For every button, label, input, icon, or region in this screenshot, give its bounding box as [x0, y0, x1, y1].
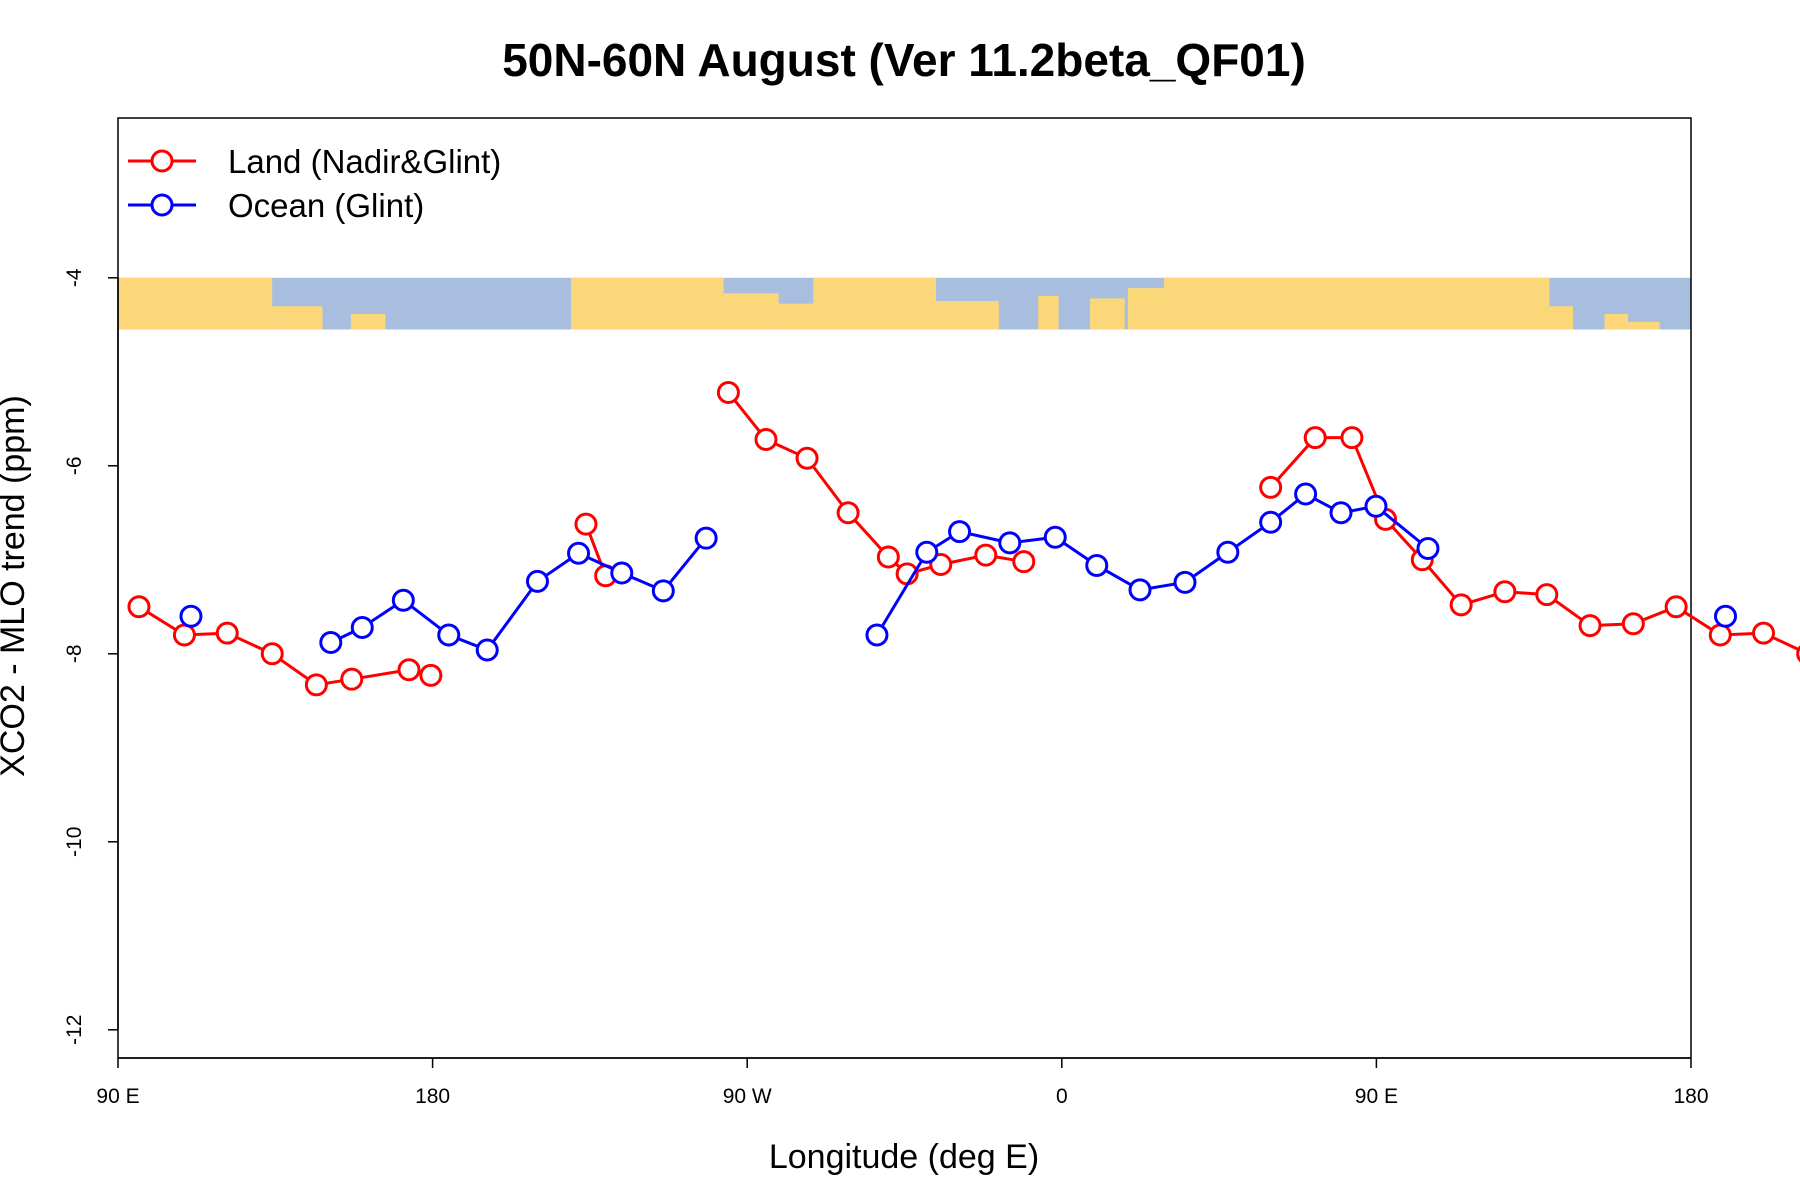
data-point	[1173, 570, 1197, 594]
data-point	[610, 561, 634, 585]
map-land-15	[1628, 321, 1660, 330]
data-point	[1329, 501, 1353, 525]
data-point	[1621, 612, 1645, 636]
data-point	[525, 569, 549, 593]
y-tick-label: -8	[63, 644, 86, 663]
y-tick-label: -6	[63, 456, 86, 475]
x-axis: 90 E 180 90 W 0 90 E 180	[96, 1057, 1709, 1108]
map-land-10	[1127, 288, 1165, 330]
data-point	[1796, 645, 1800, 663]
data-point	[397, 658, 421, 682]
data-point	[716, 380, 740, 404]
map-land-6	[813, 277, 936, 330]
data-point	[391, 588, 415, 612]
map-land-12	[1313, 277, 1550, 330]
data-point	[1708, 623, 1732, 647]
data-point	[127, 595, 151, 619]
data-point	[574, 512, 598, 536]
data-point	[865, 623, 889, 647]
data-point	[1340, 426, 1364, 450]
data-point	[1012, 550, 1036, 574]
y-tick-label: -12	[63, 1015, 86, 1045]
data-point	[948, 520, 972, 544]
legend-land-marker	[150, 149, 174, 173]
legend-ocean-label: Ocean (Glint)	[228, 187, 424, 224]
data-point	[1259, 475, 1283, 499]
data-point	[260, 642, 284, 666]
data-point	[1303, 426, 1327, 450]
data-point	[1493, 580, 1517, 604]
map-land-7	[935, 301, 999, 330]
data-point	[929, 553, 953, 576]
x-tick-label: 90 E	[1355, 1085, 1398, 1108]
data-point	[179, 604, 203, 628]
data-point	[340, 667, 364, 691]
data-point	[1752, 621, 1776, 645]
legend: Land (Nadir&Glint) Ocean (Glint)	[128, 143, 501, 224]
data-point	[795, 446, 819, 470]
y-tick-label: -4	[63, 268, 86, 287]
data-point	[172, 623, 196, 647]
data-point	[1578, 614, 1602, 638]
data-point	[215, 621, 239, 645]
map-land-4	[723, 293, 779, 330]
data-point	[1416, 537, 1440, 561]
map-land-1	[272, 306, 323, 330]
chart-title: 50N-60N August (Ver 11.2beta_QF01)	[502, 34, 1306, 86]
data-point	[1085, 553, 1109, 577]
map-land-8	[1038, 295, 1059, 330]
data-point	[836, 501, 860, 525]
x-tick-label: 180	[1673, 1085, 1708, 1108]
legend-ocean-marker	[150, 193, 174, 217]
data-point	[915, 540, 939, 564]
data-point	[319, 631, 343, 655]
data-point	[475, 638, 499, 662]
map-land-14	[1604, 313, 1629, 330]
data-point	[1043, 525, 1067, 549]
data-point	[651, 579, 675, 603]
y-axis-label: XCO2 - MLO trend (ppm)	[0, 395, 32, 777]
data-point	[998, 531, 1022, 555]
x-tick-label: 90 E	[96, 1085, 139, 1108]
data-point	[754, 427, 778, 451]
x-tick-label: 0	[1056, 1085, 1068, 1108]
map-land-9	[1090, 298, 1125, 330]
series-layer	[127, 380, 1800, 697]
data-point	[567, 541, 591, 565]
data-point	[694, 526, 718, 550]
map-land-11	[1164, 277, 1314, 330]
series-0	[127, 380, 1800, 697]
x-axis-label: Longitude (deg E)	[769, 1138, 1039, 1176]
data-point	[1714, 604, 1738, 628]
map-land-5	[778, 303, 814, 330]
y-tick-label: -10	[63, 827, 86, 857]
data-point	[419, 663, 443, 687]
series-line	[330, 537, 708, 652]
data-point	[1664, 595, 1688, 619]
data-point	[1449, 593, 1473, 617]
data-point	[1535, 583, 1559, 607]
data-point	[304, 673, 328, 697]
x-tick-label: 180	[415, 1085, 450, 1108]
data-point	[350, 615, 374, 639]
world-map-strip	[118, 277, 1691, 330]
data-point	[1294, 482, 1318, 506]
data-point	[1216, 540, 1240, 564]
data-point	[876, 545, 900, 569]
data-point	[1259, 510, 1283, 534]
map-land-13	[1549, 306, 1574, 330]
series-1	[179, 482, 1738, 662]
map-land-3	[571, 277, 724, 330]
data-point	[1128, 578, 1152, 602]
data-point	[974, 543, 998, 567]
legend-land-label: Land (Nadir&Glint)	[228, 143, 501, 180]
map-land-0	[118, 277, 273, 330]
x-tick-label: 90 W	[723, 1085, 772, 1108]
map-land-2	[350, 313, 386, 330]
y-axis: -4 -6 -8 -10 -12	[63, 268, 119, 1045]
data-point	[437, 623, 461, 647]
data-point	[1364, 494, 1388, 518]
